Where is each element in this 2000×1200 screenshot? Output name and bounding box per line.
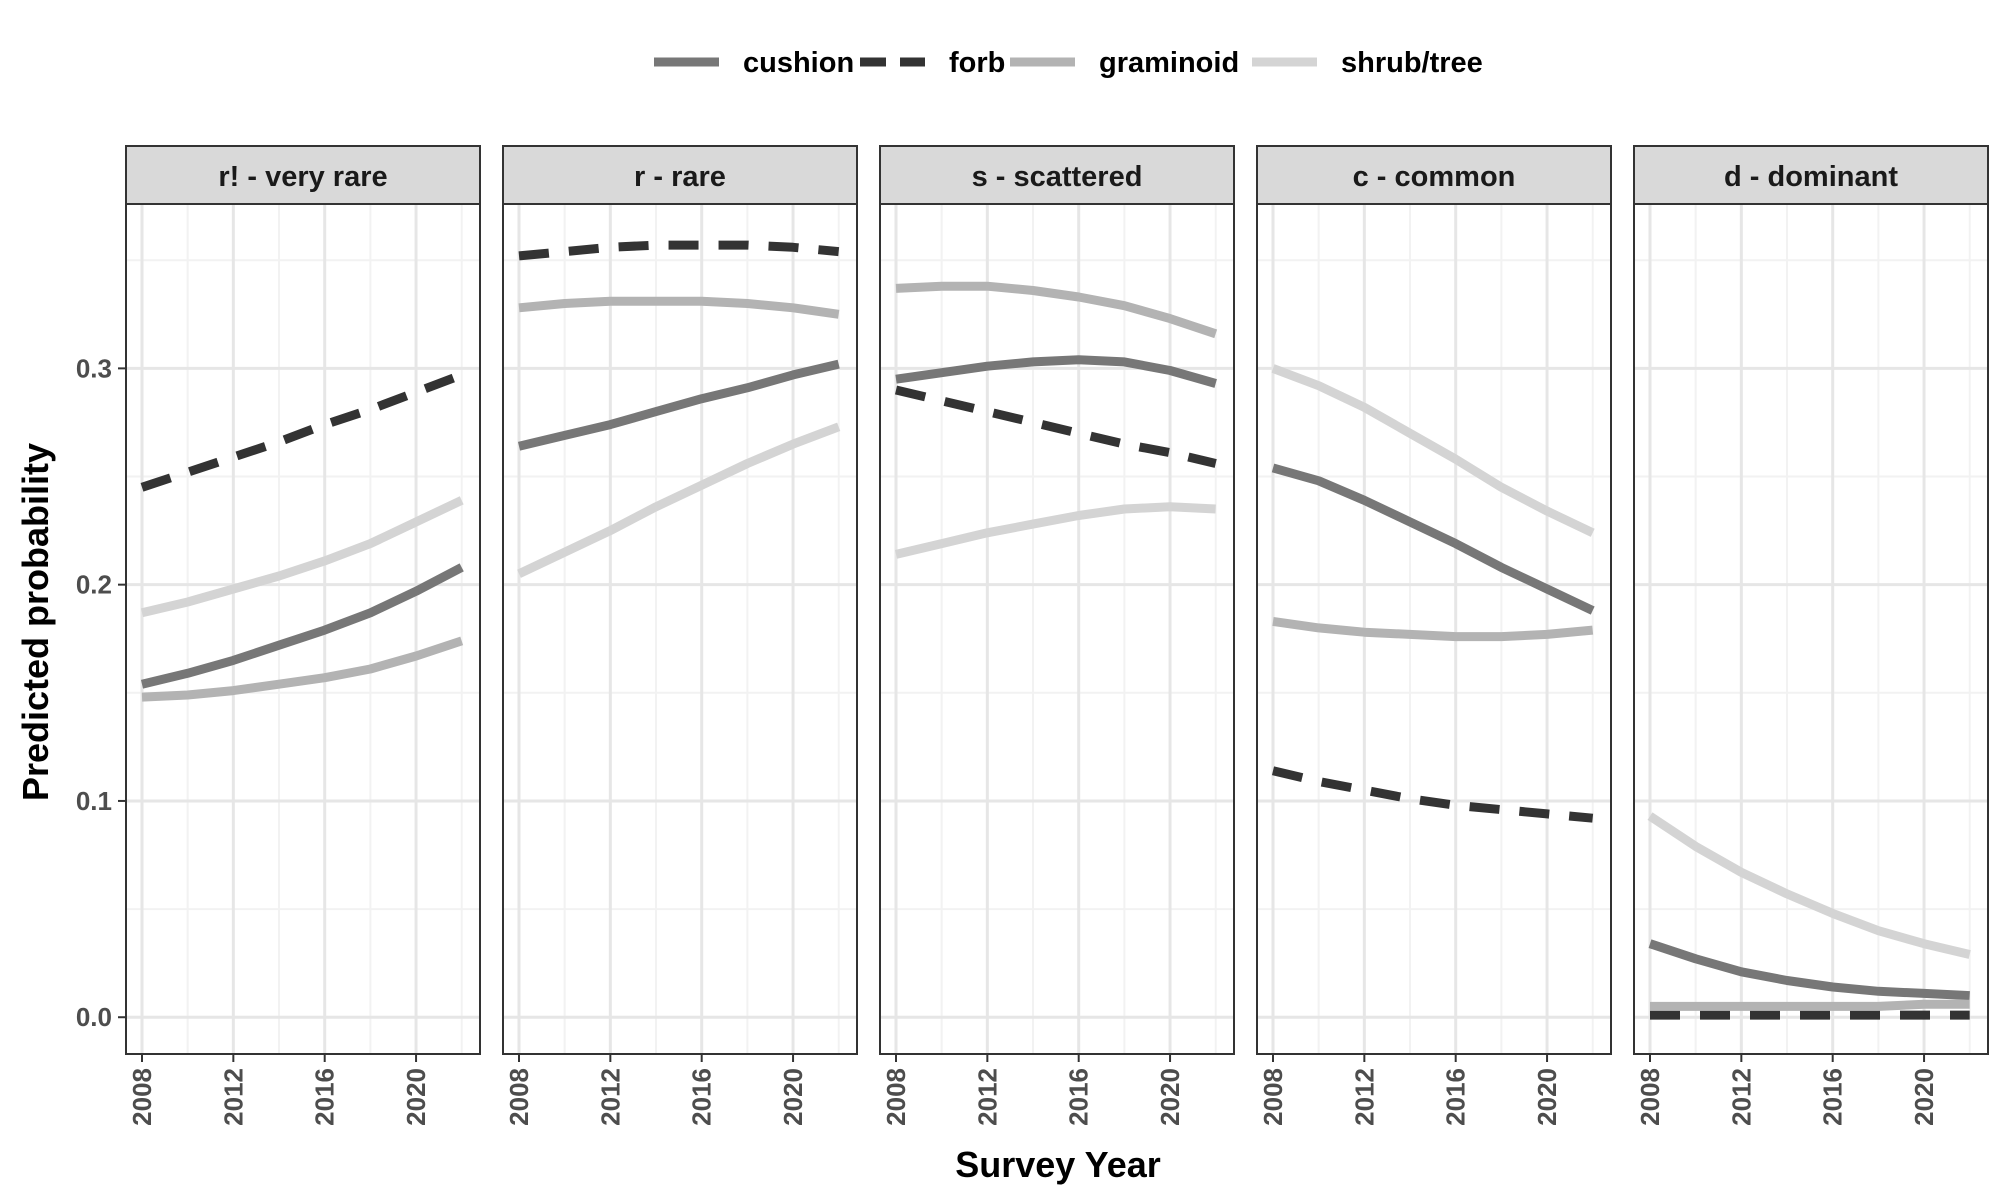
legend-item-cushion: cushion: [654, 47, 854, 79]
y-tick-label: 0.2: [76, 570, 112, 600]
x-tick-label: 2012: [972, 1068, 1002, 1126]
legend-label-forb: forb: [949, 47, 1005, 79]
series-line-shrub-tree: [140, 496, 464, 618]
x-tick-label: 2016: [1441, 1068, 1471, 1126]
x-tick-label: 2008: [1258, 1068, 1288, 1126]
x-tick-label: 2016: [310, 1068, 340, 1126]
panel-background: [1634, 204, 1988, 1054]
x-tick-label: 2008: [504, 1068, 534, 1126]
series-line-forb: [518, 240, 840, 261]
x-tick-label: 2008: [127, 1068, 157, 1126]
series-line-cushion: [140, 563, 464, 689]
legend: cushion forb graminoid shrub/tree: [654, 47, 1483, 79]
series-line-cushion: [895, 355, 1217, 388]
x-tick-label: 2016: [1064, 1068, 1094, 1126]
y-axis: 0.0 0.1 0.2 0.3: [76, 353, 126, 1032]
strip-label: r! - very rare: [218, 161, 387, 193]
panel-border: [1256, 203, 1612, 1055]
series-line-shrub-tree: [517, 422, 841, 578]
y-tick-label: 0.1: [76, 786, 112, 816]
strip-header: [1256, 145, 1612, 205]
series-line-cushion: [1648, 939, 1970, 1001]
series-line-forb: [140, 370, 464, 492]
y-axis-title: Predicted probability: [15, 443, 56, 801]
strip-label: r - rare: [634, 161, 726, 193]
x-tick-label: 2020: [1532, 1068, 1562, 1126]
series-line-shrub-tree: [1647, 812, 1971, 959]
x-tick-label: 2016: [1818, 1068, 1848, 1126]
legend-item-forb: forb: [860, 47, 1005, 79]
x-tick-label: 2012: [218, 1068, 248, 1126]
legend-label-cushion: cushion: [743, 47, 854, 79]
legend-item-shrub-tree: shrub/tree: [1252, 47, 1483, 79]
x-tick-label: 2016: [687, 1068, 717, 1126]
strip-header: [125, 145, 481, 205]
series-line-cushion: [517, 359, 840, 451]
panel-background: [880, 204, 1234, 1054]
series-line-shrub-tree: [1271, 364, 1595, 537]
series-line-forb: [894, 385, 1217, 468]
x-tick-label: 2012: [595, 1068, 625, 1126]
series-line-graminoid: [518, 296, 840, 319]
series-line-cushion: [1271, 463, 1595, 615]
strip-header: [502, 145, 858, 205]
strip-label: s - scattered: [972, 161, 1143, 193]
series-line-graminoid: [1272, 616, 1594, 642]
panel-border: [502, 203, 858, 1055]
x-tick-label: 2020: [778, 1068, 808, 1126]
panel-r-rare: r - rare 2008 2012 2016 2020: [502, 145, 858, 1126]
legend-label-shrub-tree: shrub/tree: [1341, 47, 1483, 79]
y-tick-label: 0.3: [76, 353, 112, 383]
x-tick-label: 2020: [1155, 1068, 1185, 1126]
legend-item-graminoid: graminoid: [1010, 47, 1239, 79]
panel-background: [503, 204, 857, 1054]
panel-border: [1633, 203, 1989, 1055]
series-line-forb: [1271, 766, 1594, 823]
series-line-graminoid: [1650, 999, 1970, 1011]
x-tick-label: 2012: [1726, 1068, 1756, 1126]
series-line-graminoid: [895, 281, 1218, 339]
panel-c-common: c - common 2008 2012 2016 2020: [1256, 145, 1612, 1126]
series-line-shrub-tree: [894, 502, 1216, 559]
facet-panels: r! - very rare 2008 2012 2016 2020 r - rare 20…: [125, 145, 1989, 1126]
x-tick-label: 2008: [1635, 1068, 1665, 1126]
strip-label: c - common: [1353, 161, 1516, 193]
panel-s-scattered: s - scattered 2008 2012 2016 2020: [879, 145, 1235, 1126]
panel-d-dominant: d - dominant 2008 2012 2016 2020: [1633, 145, 1989, 1126]
x-tick-label: 2020: [401, 1068, 431, 1126]
panel-background: [126, 204, 480, 1054]
panel-border: [125, 203, 481, 1055]
strip-header: [879, 145, 1235, 205]
x-axis-title: Survey Year: [955, 1144, 1161, 1185]
panel-r-very-rare: r! - very rare 2008 2012 2016 2020: [125, 145, 481, 1126]
y-tick-label: 0.0: [76, 1002, 112, 1032]
series-line-graminoid: [141, 636, 464, 702]
x-tick-label: 2020: [1909, 1068, 1939, 1126]
panel-border: [879, 203, 1235, 1055]
strip-label: d - dominant: [1724, 161, 1898, 193]
legend-label-graminoid: graminoid: [1099, 47, 1239, 79]
x-tick-label: 2012: [1349, 1068, 1379, 1126]
x-tick-label: 2008: [881, 1068, 911, 1126]
